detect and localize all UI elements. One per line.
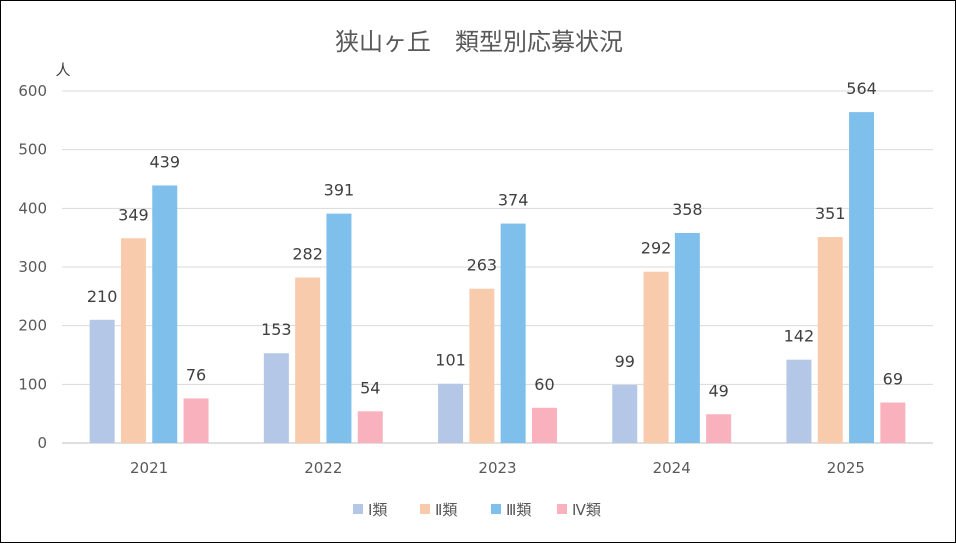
legend-label: Ⅱ類 [435,501,457,519]
data-label: 210 [87,287,118,306]
bar [706,414,732,443]
y-tick-label: 200 [18,317,47,335]
data-label: 351 [815,204,846,223]
gridlines [62,90,933,444]
y-tick-label: 300 [18,258,47,276]
data-label: 349 [118,205,149,224]
y-axis-ticks: 0 100 200 300 400 500 600 [18,82,47,452]
y-tick-label: 0 [37,434,47,452]
bar [152,185,178,443]
data-label: 564 [846,79,877,98]
legend-swatch [420,504,430,514]
x-tick-label: 2024 [653,459,691,477]
data-label: 69 [883,370,903,389]
data-label: 358 [672,200,703,219]
x-tick-label: 2025 [827,459,865,477]
bar [120,238,146,443]
data-label: 49 [708,381,728,400]
data-label: 282 [292,245,323,264]
bar [880,402,906,443]
bar [849,112,875,444]
bar [183,398,209,443]
x-tick-label: 2023 [478,459,516,477]
y-tick-label: 500 [18,141,47,159]
bar [786,359,812,443]
data-label: 292 [641,239,672,258]
data-label: 391 [324,181,355,200]
data-label: 153 [261,320,292,339]
y-axis-unit-label: 人 [55,61,70,79]
x-axis-ticks: 2021 2022 2023 2024 2025 [130,459,865,477]
x-tick-label: 2022 [304,459,342,477]
data-label: 101 [435,351,466,370]
data-label: 99 [615,352,635,371]
legend-swatch [353,504,363,514]
y-tick-label: 600 [18,82,47,100]
bar [612,384,638,443]
data-label: 76 [186,365,206,384]
bars [89,112,906,444]
data-label: 60 [534,375,554,394]
legend-swatch [557,504,567,514]
data-label: 263 [467,256,498,275]
bar [469,288,495,443]
data-label: 374 [498,191,529,210]
bar [357,411,383,443]
data-label: 54 [360,378,380,397]
y-tick-label: 400 [18,199,47,217]
bar [531,407,557,443]
data-label: 439 [149,152,180,171]
bar [295,277,321,443]
bar [326,213,352,443]
chart-title: 狭山ヶ丘 類型別応募状況 [335,28,623,56]
data-label: 142 [784,327,815,346]
x-tick-label: 2021 [130,459,168,477]
y-tick-label: 100 [18,375,47,393]
legend-label: Ⅰ類 [368,501,387,519]
bar [643,271,669,443]
bar [89,319,115,443]
bar [438,383,464,443]
legend-label: Ⅲ類 [506,501,531,519]
legend-label: Ⅳ類 [572,501,601,519]
bar [817,237,843,443]
legend-swatch [491,504,501,514]
bar [263,353,289,443]
data-labels: 210 349 439 76 153 282 391 54 101 263 374 60 99 292 35… [87,79,903,400]
bar [500,223,526,443]
bar [674,232,700,443]
legend: Ⅰ類 Ⅱ類 Ⅲ類 Ⅳ類 [353,501,601,519]
